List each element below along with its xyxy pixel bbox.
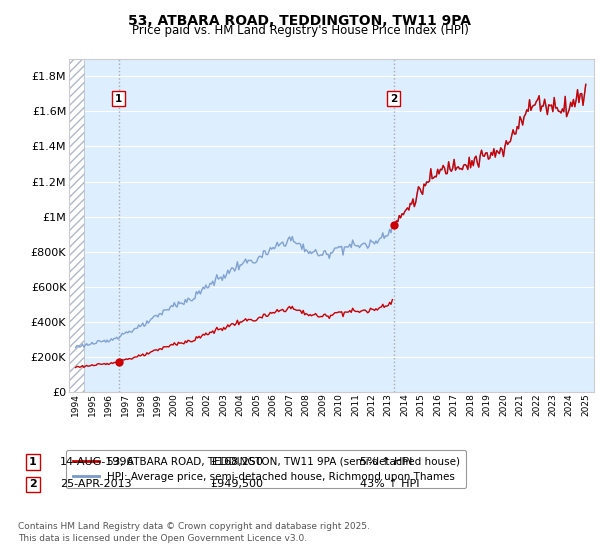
Legend: 53, ATBARA ROAD, TEDDINGTON, TW11 9PA (semi-detached house), HPI: Average price,: 53, ATBARA ROAD, TEDDINGTON, TW11 9PA (s… (67, 450, 466, 488)
Text: 53, ATBARA ROAD, TEDDINGTON, TW11 9PA: 53, ATBARA ROAD, TEDDINGTON, TW11 9PA (128, 14, 472, 28)
Text: 2: 2 (29, 479, 37, 489)
Text: 1: 1 (29, 457, 37, 467)
Text: 1: 1 (115, 94, 122, 104)
Bar (69, 59, 84, 392)
Text: £168,250: £168,250 (210, 457, 263, 467)
Text: Contains HM Land Registry data © Crown copyright and database right 2025.
This d: Contains HM Land Registry data © Crown c… (18, 522, 370, 543)
Text: 2: 2 (390, 94, 397, 104)
Text: £949,500: £949,500 (210, 479, 263, 489)
Text: 43% ↑ HPI: 43% ↑ HPI (360, 479, 419, 489)
Text: 5% ↑ HPI: 5% ↑ HPI (360, 457, 412, 467)
Text: Price paid vs. HM Land Registry's House Price Index (HPI): Price paid vs. HM Land Registry's House … (131, 24, 469, 37)
Text: 25-APR-2013: 25-APR-2013 (60, 479, 131, 489)
Text: 14-AUG-1996: 14-AUG-1996 (60, 457, 134, 467)
